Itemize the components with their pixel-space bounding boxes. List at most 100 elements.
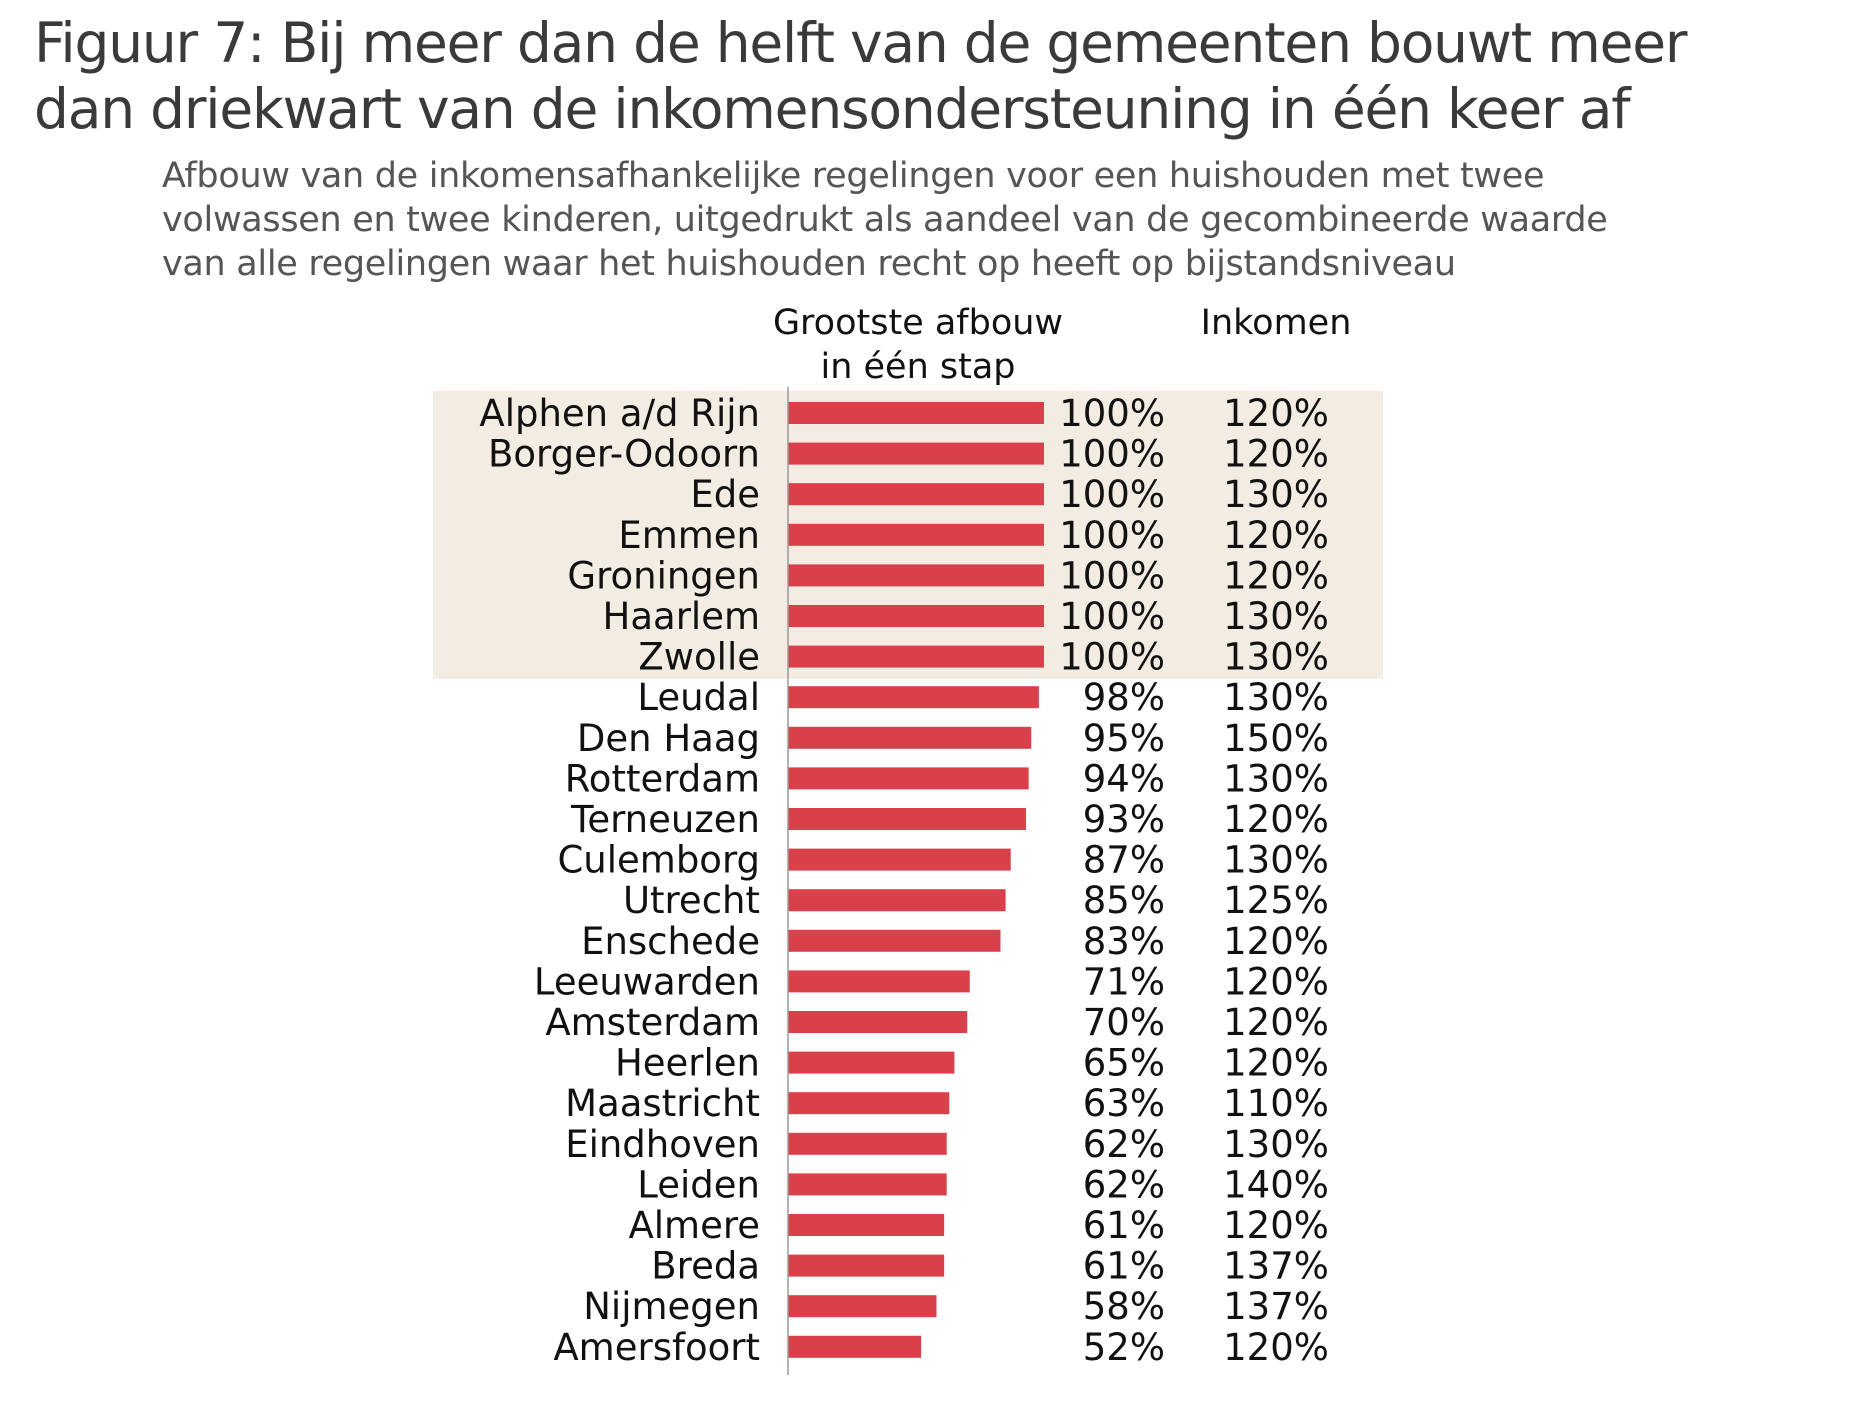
- category-label: Haarlem: [603, 595, 760, 638]
- income-label: 130%: [1223, 473, 1329, 516]
- value-label: 95%: [1083, 717, 1165, 760]
- category-label: Heerlen: [615, 1042, 760, 1085]
- value-label: 62%: [1083, 1123, 1165, 1166]
- income-label: 130%: [1223, 757, 1329, 800]
- bar: [788, 889, 1006, 912]
- income-label: 130%: [1223, 676, 1329, 719]
- value-label: 61%: [1083, 1245, 1165, 1288]
- bar: [788, 1051, 955, 1074]
- bar: [788, 686, 1039, 709]
- chart-title: Figuur 7: Bij meer dan de helft van de g…: [34, 10, 1854, 142]
- category-label: Rotterdam: [565, 757, 760, 800]
- value-label: 100%: [1059, 554, 1165, 597]
- value-label: 100%: [1059, 514, 1165, 557]
- category-label: Culemborg: [557, 839, 760, 882]
- chart-title-line-2: dan driekwart van de inkomensondersteuni…: [34, 77, 1631, 141]
- income-label: 140%: [1223, 1163, 1329, 1206]
- income-label: 130%: [1223, 839, 1329, 882]
- bar: [788, 564, 1044, 587]
- income-label: 120%: [1223, 1204, 1329, 1247]
- bar: [788, 483, 1044, 506]
- bar: [788, 1214, 945, 1236]
- income-label: 130%: [1223, 1123, 1329, 1166]
- value-label: 71%: [1083, 960, 1165, 1003]
- bar: [788, 970, 970, 993]
- category-label: Almere: [628, 1204, 760, 1247]
- income-label: 137%: [1223, 1285, 1329, 1328]
- category-label: Groningen: [567, 554, 760, 597]
- header-income: Inkomen: [1201, 303, 1352, 343]
- income-label: 120%: [1223, 392, 1329, 435]
- chart-subtitle-line-1: Afbouw van de inkomensafhankelijke regel…: [162, 156, 1545, 196]
- category-label: Maastricht: [565, 1082, 760, 1125]
- income-label: 120%: [1223, 514, 1329, 557]
- category-label: Borger-Odoorn: [488, 433, 760, 476]
- bar: [788, 1173, 947, 1196]
- category-label: Amsterdam: [545, 1001, 760, 1044]
- category-label: Den Haag: [577, 717, 760, 760]
- income-label: 120%: [1223, 433, 1329, 476]
- value-label: 100%: [1059, 636, 1165, 679]
- category-label: Utrecht: [623, 879, 760, 922]
- bar: [788, 1132, 947, 1155]
- income-label: 125%: [1223, 879, 1329, 922]
- value-label: 61%: [1083, 1204, 1165, 1247]
- bar: [788, 1254, 945, 1277]
- value-label: 52%: [1083, 1326, 1165, 1369]
- category-label: Leudal: [637, 676, 760, 719]
- value-label: 63%: [1083, 1082, 1165, 1125]
- income-label: 137%: [1223, 1245, 1329, 1288]
- value-label: 94%: [1083, 757, 1165, 800]
- value-label: 93%: [1083, 798, 1165, 841]
- bar: [788, 767, 1029, 790]
- bar: [788, 929, 1001, 952]
- bar: [788, 442, 1044, 465]
- value-label: 65%: [1083, 1042, 1165, 1085]
- value-label: 70%: [1083, 1001, 1165, 1044]
- income-label: 130%: [1223, 636, 1329, 679]
- bar: [788, 1295, 937, 1318]
- category-label: Breda: [651, 1245, 760, 1288]
- header-bars-line-1: Grootste afbouw: [773, 303, 1063, 343]
- income-label: 120%: [1223, 960, 1329, 1003]
- bar: [788, 726, 1032, 749]
- income-label: 120%: [1223, 798, 1329, 841]
- bar: [788, 605, 1044, 627]
- value-label: 98%: [1083, 676, 1165, 719]
- category-label: Emmen: [618, 514, 760, 557]
- value-label: 100%: [1059, 392, 1165, 435]
- chart-subtitle: Afbouw van de inkomensafhankelijke regel…: [162, 154, 1822, 286]
- bar: [788, 1011, 968, 1033]
- category-label: Leiden: [637, 1163, 760, 1206]
- bar: [788, 1335, 922, 1358]
- value-label: 100%: [1059, 473, 1165, 516]
- category-label: Zwolle: [638, 636, 760, 679]
- income-label: 120%: [1223, 554, 1329, 597]
- income-label: 130%: [1223, 595, 1329, 638]
- bar: [788, 1092, 950, 1115]
- bar: [788, 402, 1044, 424]
- income-label: 110%: [1223, 1082, 1329, 1125]
- category-label: Terneuzen: [570, 798, 760, 841]
- chart-title-line-1: Figuur 7: Bij meer dan de helft van de g…: [34, 11, 1688, 75]
- bar: [788, 523, 1044, 546]
- category-label: Ede: [690, 473, 760, 516]
- value-label: 100%: [1059, 595, 1165, 638]
- category-label: Alphen a/d Rijn: [479, 392, 760, 435]
- value-label: 58%: [1083, 1285, 1165, 1328]
- category-label: Eindhoven: [565, 1123, 760, 1166]
- bar: [788, 645, 1044, 668]
- income-label: 150%: [1223, 717, 1329, 760]
- income-label: 120%: [1223, 1042, 1329, 1085]
- value-label: 62%: [1083, 1163, 1165, 1206]
- value-label: 85%: [1083, 879, 1165, 922]
- category-label: Leeuwarden: [534, 960, 760, 1003]
- bar: [788, 808, 1027, 830]
- category-label: Enschede: [581, 920, 760, 963]
- value-label: 87%: [1083, 839, 1165, 882]
- header-bars-line-2: in één stap: [820, 347, 1015, 387]
- category-label: Amersfoort: [553, 1326, 760, 1369]
- income-label: 120%: [1223, 1001, 1329, 1044]
- chart-subtitle-line-2: volwassen en twee kinderen, uitgedrukt a…: [162, 200, 1608, 240]
